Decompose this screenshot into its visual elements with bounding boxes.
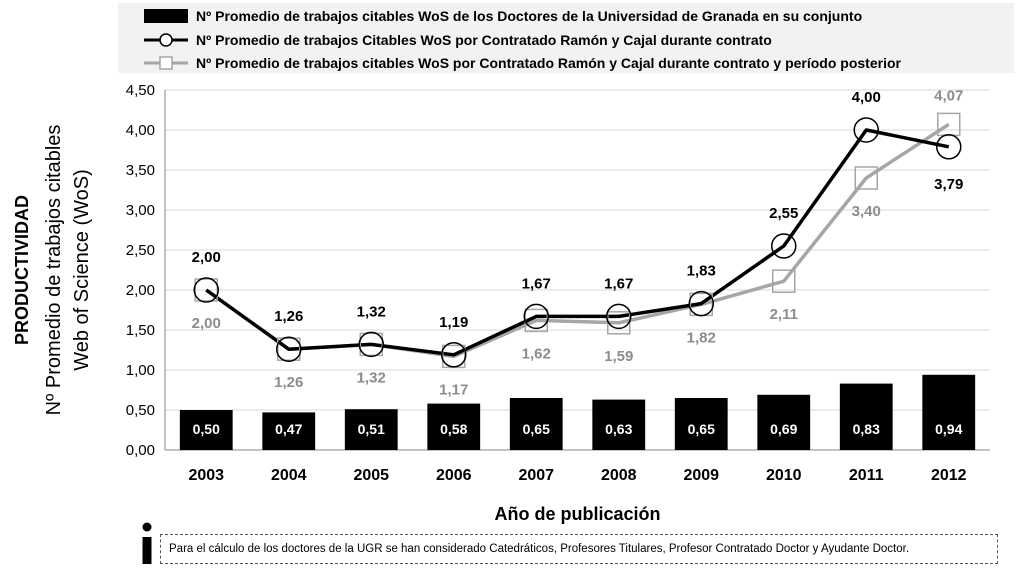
square-marker <box>277 337 301 361</box>
bar <box>839 383 893 450</box>
bar-value-label: 0,63 <box>605 421 632 437</box>
x-axis-title: Año de publicación <box>494 504 660 524</box>
line-value-label-gray: 1,62 <box>522 345 551 362</box>
bar <box>179 410 233 450</box>
square-marker <box>359 332 383 357</box>
bar-value-label: 0,65 <box>523 421 550 437</box>
line-value-label-gray: 1,26 <box>274 374 303 391</box>
y-tick-label: 0,50 <box>126 402 155 419</box>
circle-marker <box>606 303 632 330</box>
bar-value-label: 0,83 <box>853 421 880 437</box>
bar <box>262 412 316 450</box>
bar-value-label: 0,94 <box>935 421 962 437</box>
line-value-label: 4,00 <box>852 89 881 106</box>
y-axis-title: PRODUCTIVIDAD <box>12 195 32 345</box>
line-value-label-gray: 1,82 <box>687 329 716 346</box>
legend-label: Nº Promedio de trabajos Citables WoS por… <box>196 32 772 48</box>
square-marker <box>772 269 796 293</box>
line-value-label: 1,32 <box>357 303 386 320</box>
x-tick-label: 2011 <box>849 467 884 484</box>
circle-marker <box>853 117 879 143</box>
bar-value-label: 0,58 <box>440 421 467 437</box>
y-tick-label: 4,50 <box>126 82 155 99</box>
x-tick-label: 2012 <box>931 467 967 484</box>
line-value-label: 1,67 <box>604 275 633 292</box>
bar <box>509 398 563 450</box>
circle-marker <box>276 336 302 362</box>
bar-value-label: 0,69 <box>770 421 797 437</box>
circle-marker <box>193 277 219 303</box>
y-tick-label: 2,00 <box>126 282 155 299</box>
bar-value-label: 0,47 <box>275 421 302 437</box>
line-value-label: 2,55 <box>769 205 798 222</box>
x-tick-label: 2008 <box>601 467 637 484</box>
bar-value-label: 0,51 <box>358 421 385 437</box>
square-marker <box>937 112 961 137</box>
legend-circle-marker <box>159 33 173 47</box>
line-value-label-gray: 2,11 <box>770 306 798 323</box>
line-value-label: 1,19 <box>439 314 468 331</box>
y-axis-subtitle: Web of Science (WoS) <box>71 169 93 371</box>
x-tick-label: 2010 <box>766 467 802 484</box>
legend-square-marker <box>159 56 173 70</box>
bar <box>757 394 811 450</box>
circle-marker <box>771 233 797 259</box>
bar <box>922 374 976 450</box>
x-tick-label: 2004 <box>271 467 307 484</box>
y-tick-label: 3,50 <box>126 162 155 179</box>
line-value-label-gray: 2,00 <box>192 315 221 332</box>
line-value-label: 1,83 <box>687 263 716 280</box>
legend-bar-swatch <box>144 9 188 23</box>
y-axis-subtitle: Nº Promedio de trabajos citables <box>43 125 65 416</box>
line-value-label: 1,67 <box>522 275 551 292</box>
bar <box>427 403 481 450</box>
info-icon <box>142 522 152 564</box>
series-line <box>205 128 950 357</box>
circle-marker <box>936 134 962 160</box>
y-tick-label: 0,00 <box>126 442 155 459</box>
y-tick-label: 3,00 <box>126 202 155 219</box>
circle-marker <box>688 290 714 317</box>
line-value-label-gray: 3,40 <box>852 203 881 220</box>
circle-marker <box>358 331 384 358</box>
square-marker <box>194 278 218 302</box>
bar-value-label: 0,65 <box>688 421 715 437</box>
series-line <box>205 122 950 359</box>
line-value-label: 1,26 <box>274 308 303 325</box>
line-value-label: 2,00 <box>192 249 221 266</box>
x-tick-label: 2005 <box>353 467 389 484</box>
y-tick-label: 1,00 <box>126 362 155 379</box>
bar <box>592 399 646 450</box>
bar <box>674 398 728 450</box>
line-value-label-gray: 1,17 <box>439 381 468 398</box>
legend-label: Nº Promedio de trabajos citables WoS por… <box>196 55 902 71</box>
y-tick-label: 1,50 <box>126 322 155 339</box>
x-tick-label: 2006 <box>436 467 472 484</box>
footnote: Para el cálculo de los doctores de la UG… <box>160 534 998 564</box>
line-value-label-gray: 4,07 <box>934 87 963 104</box>
square-marker <box>854 166 878 190</box>
legend-label: Nº Promedio de trabajos citables WoS de … <box>196 8 862 24</box>
line-value-label: 3,79 <box>934 176 963 193</box>
circle-marker <box>523 303 549 330</box>
x-tick-label: 2009 <box>683 467 719 484</box>
circle-marker <box>441 342 467 368</box>
bar <box>344 409 398 450</box>
bar-value-label: 0,50 <box>193 421 220 437</box>
legend-background <box>118 3 1014 73</box>
y-tick-label: 2,50 <box>126 242 155 259</box>
x-tick-label: 2007 <box>518 467 554 484</box>
line-value-label-gray: 1,59 <box>604 348 633 365</box>
y-tick-label: 4,00 <box>126 122 155 139</box>
x-tick-label: 2003 <box>188 467 224 484</box>
line-value-label-gray: 1,32 <box>357 369 386 386</box>
